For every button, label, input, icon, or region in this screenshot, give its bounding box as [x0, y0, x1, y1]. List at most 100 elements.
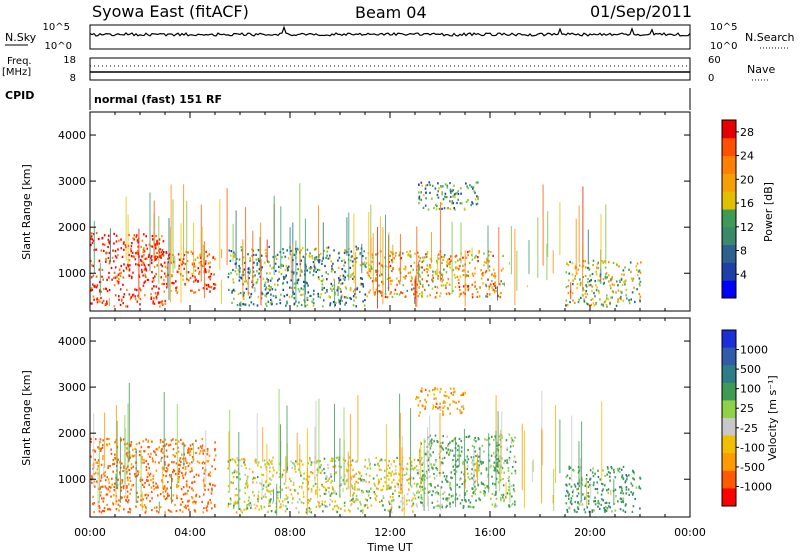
- echo-cell: [153, 506, 156, 509]
- echo-streak: [347, 451, 349, 487]
- echo-cell: [282, 288, 285, 291]
- echo-cell: [317, 500, 319, 503]
- echo-streak: [168, 218, 170, 301]
- echo-cell: [462, 274, 465, 277]
- echo-cell: [128, 469, 131, 472]
- echo-streak: [183, 442, 185, 467]
- echo-cell: [254, 459, 256, 462]
- echo-cell: [491, 273, 493, 276]
- echo-cell: [412, 468, 415, 471]
- echo-cell: [310, 471, 312, 474]
- echo-cell: [269, 504, 271, 507]
- echo-cell: [490, 497, 492, 500]
- echo-streak: [299, 250, 301, 277]
- echo-cell: [421, 501, 423, 504]
- echo-cell: [340, 297, 342, 300]
- echo-cell: [313, 248, 316, 251]
- echo-cell: [584, 484, 587, 487]
- echo-cell: [464, 459, 467, 462]
- echo-cell: [339, 507, 342, 510]
- echo-cell: [236, 502, 238, 505]
- echo-cell: [625, 488, 628, 491]
- echo-cell: [148, 483, 150, 486]
- time-tick-label: 08:00: [274, 526, 306, 539]
- echo-cell: [414, 497, 417, 500]
- echo-cell: [605, 277, 607, 280]
- echo-cell: [406, 493, 409, 496]
- echo-cell: [585, 296, 587, 299]
- echo-cell: [140, 499, 142, 502]
- echo-cell: [599, 275, 601, 278]
- velocity-colorbar-segment: [722, 488, 736, 507]
- echo-cell: [329, 493, 332, 496]
- echo-cell: [102, 455, 104, 458]
- echo-cell: [374, 484, 376, 487]
- echo-streak: [420, 441, 422, 493]
- echo-cell: [102, 439, 104, 442]
- echo-cell: [325, 480, 327, 484]
- echo-cell: [298, 290, 301, 293]
- echo-cell: [461, 499, 463, 502]
- echo-cell: [151, 238, 154, 241]
- echo-cell: [354, 486, 356, 489]
- echo-cell: [130, 441, 133, 444]
- echo-cell: [312, 304, 315, 307]
- echo-cell: [323, 286, 325, 290]
- echo-cell: [475, 454, 477, 458]
- echo-streak: [507, 478, 509, 480]
- echo-cell: [283, 295, 286, 298]
- echo-cell: [436, 402, 438, 406]
- echo-cell: [494, 493, 497, 496]
- echo-cell: [474, 493, 477, 496]
- echo-cell: [184, 283, 187, 286]
- echo-cell: [100, 463, 103, 466]
- echo-cell: [147, 255, 150, 258]
- echo-cell: [156, 510, 158, 513]
- echo-cell: [175, 452, 178, 455]
- echo-cell: [118, 499, 120, 502]
- nave-label: Nave: [747, 63, 775, 76]
- echo-cell: [436, 205, 438, 208]
- echo-cell: [204, 269, 207, 272]
- echo-cell: [262, 487, 264, 490]
- echo-cell: [461, 202, 463, 205]
- echo-streak: [428, 496, 429, 512]
- echo-cell: [326, 250, 328, 253]
- echo-cell: [236, 273, 238, 276]
- echo-cell: [290, 493, 293, 496]
- power-colorbar-segment: [722, 209, 736, 228]
- echo-cell: [153, 302, 156, 305]
- echo-cell: [193, 475, 195, 479]
- echo-cell: [310, 463, 312, 466]
- echo-cell: [206, 448, 209, 451]
- echo-cell: [114, 457, 116, 460]
- echo-cell: [594, 472, 596, 475]
- echo-cell: [341, 299, 343, 303]
- echo-cell: [426, 183, 429, 187]
- echo-cell: [174, 473, 177, 476]
- echo-cell: [494, 505, 496, 508]
- echo-cell: [619, 508, 622, 511]
- echo-cell: [145, 459, 147, 463]
- echo-cell: [326, 254, 328, 257]
- echo-cell: [315, 247, 318, 250]
- echo-cell: [93, 285, 96, 288]
- echo-cell: [412, 510, 414, 513]
- echo-cell: [453, 207, 455, 210]
- echo-cell: [635, 486, 638, 489]
- echo-cell: [425, 267, 428, 271]
- echo-cell: [488, 254, 490, 257]
- echo-cell: [336, 456, 339, 459]
- echo-cell: [492, 465, 495, 468]
- echo-cell: [512, 484, 515, 487]
- echo-streak: [542, 184, 544, 266]
- echo-cell: [444, 195, 446, 198]
- echo-streak: [414, 297, 416, 304]
- echo-cell: [568, 272, 571, 275]
- echo-cell: [280, 272, 283, 276]
- echo-cell: [442, 492, 444, 495]
- echo-cell: [161, 265, 164, 268]
- echo-cell: [336, 504, 338, 507]
- echo-cell: [437, 492, 440, 495]
